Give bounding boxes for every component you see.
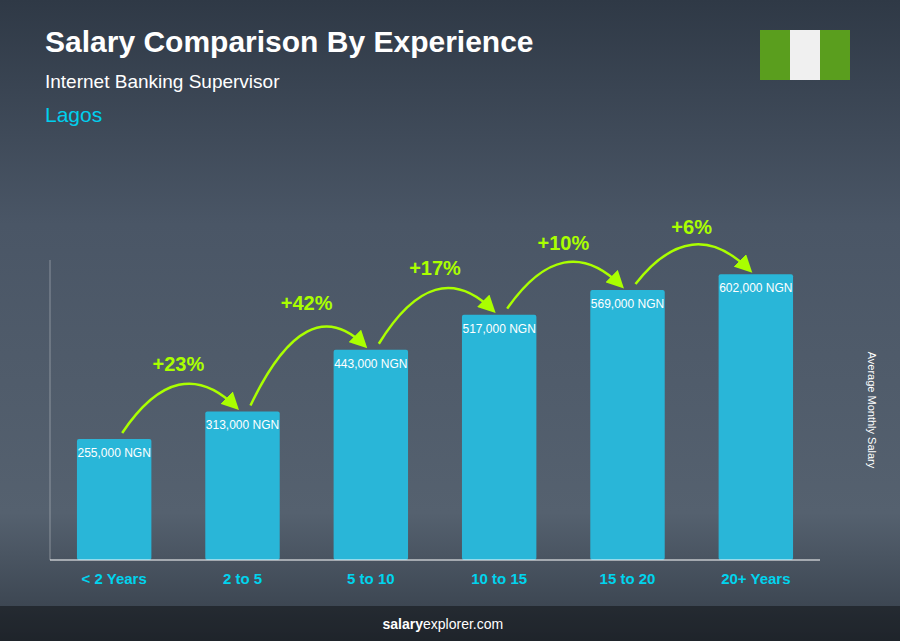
data-label: 443,000 NGN [334,357,407,371]
x-tick-label: 15 to 20 [600,570,656,587]
annotation: +23% [152,353,204,375]
data-label: 569,000 NGN [591,297,664,311]
bars [77,274,793,560]
change-arrow [379,288,493,344]
chart-root: Salary Comparison By Experience Internet … [0,0,900,641]
flag-stripe [760,30,790,80]
x-axis-line [50,559,820,560]
data-label: 602,000 NGN [719,281,792,295]
change-arrow [122,384,236,433]
bar [77,439,151,560]
flag [760,30,850,80]
data-label: 313,000 NGN [206,418,279,432]
footer-strip [0,606,900,641]
annotation: +17% [409,257,461,279]
subtitle: Internet Banking Supervisor [45,71,280,92]
bar [334,350,408,560]
bar [590,290,664,560]
y-axis-label: Average Monthly Salary [866,352,878,469]
annotation: +42% [281,292,333,314]
footer-normal: explorer.com [423,616,503,632]
x-tick-label: 10 to 15 [471,570,527,587]
x-tick-label: < 2 Years [82,570,147,587]
bar [719,274,793,560]
data-label: 255,000 NGN [77,446,150,460]
footer-bold: salary [383,616,424,632]
bar [205,411,279,560]
background [0,0,900,641]
x-tick-label: 5 to 10 [347,570,395,587]
x-tick-label: 2 to 5 [223,570,262,587]
title: Salary Comparison By Experience [45,25,534,58]
city: Lagos [45,103,102,126]
annotation: +6% [671,216,712,238]
change-arrow [636,244,750,284]
bar [462,315,536,560]
flag-stripe [820,30,850,80]
annotation: +10% [537,232,589,254]
chart-svg: Salary Comparison By Experience Internet … [0,0,900,641]
x-tick-label: 20+ Years [721,570,790,587]
data-label: 517,000 NGN [462,322,535,336]
change-arrow [251,327,365,406]
flag-stripe [790,30,820,80]
y-axis-line [50,260,51,560]
change-arrow [507,262,621,309]
